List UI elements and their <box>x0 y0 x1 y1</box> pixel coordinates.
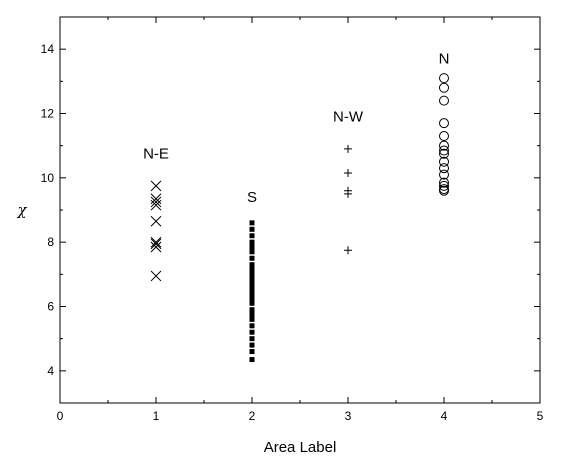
data-point-circle-marker <box>439 131 449 142</box>
data-point-circle-marker <box>439 82 449 93</box>
data-point-square-marker <box>249 262 255 268</box>
x-tick-label: 2 <box>249 409 256 423</box>
annotation-label: N-W <box>333 109 364 126</box>
series-s <box>249 220 255 363</box>
data-point-x-marker <box>150 215 162 227</box>
data-point-plus-marker <box>344 246 352 255</box>
data-point-square-marker <box>249 255 255 261</box>
annotation-label: N-E <box>143 146 169 163</box>
data-point-circle-marker <box>439 95 449 106</box>
data-point-square-marker <box>249 357 255 363</box>
y-tick-label: 4 <box>47 364 54 378</box>
data-point-square-marker <box>249 336 255 342</box>
data-point-x-marker <box>150 236 162 248</box>
data-point-square-marker <box>249 316 255 322</box>
data-point-square-marker <box>249 349 255 355</box>
data-point-square-marker <box>249 287 255 293</box>
data-point-square-marker <box>249 294 255 300</box>
annotation-label: N <box>439 51 450 68</box>
data-point-square-marker <box>249 297 255 303</box>
data-point-x-marker <box>150 241 162 253</box>
data-point-circle-marker <box>439 185 449 196</box>
data-point-square-marker <box>249 249 255 255</box>
data-point-circle-marker <box>439 118 449 129</box>
data-point-square-marker <box>249 329 255 335</box>
y-tick-label: 10 <box>41 171 55 185</box>
data-point-circle-marker <box>439 180 449 191</box>
y-tick-label: 12 <box>41 107 55 121</box>
data-point-square-marker <box>249 275 255 281</box>
data-point-circle-marker <box>439 169 449 180</box>
annotation-label: S <box>247 189 257 206</box>
data-point-square-marker <box>249 284 255 290</box>
data-point-circle-marker <box>439 177 449 188</box>
data-point-x-marker <box>150 199 162 211</box>
data-point-square-marker <box>249 278 255 284</box>
x-tick-label: 0 <box>57 409 64 423</box>
data-point-square-marker <box>249 239 255 245</box>
y-axis-label: χ <box>16 201 27 219</box>
data-point-square-marker <box>249 267 255 273</box>
data-point-square-marker <box>249 342 255 348</box>
y-tick-label: 6 <box>47 300 54 314</box>
data-point-square-marker <box>249 323 255 329</box>
data-point-square-marker <box>249 226 255 232</box>
data-point-square-marker <box>249 300 255 306</box>
data-point-plus-marker <box>344 169 352 178</box>
x-tick-label: 5 <box>537 409 544 423</box>
data-point-x-marker <box>150 180 162 192</box>
x-tick-label: 1 <box>153 409 160 423</box>
data-point-square-marker <box>249 233 255 239</box>
x-tick-label: 4 <box>441 409 448 423</box>
data-point-circle-marker <box>439 156 449 167</box>
data-point-x-marker <box>150 196 162 208</box>
data-point-square-marker <box>249 312 255 318</box>
x-tick-label: 3 <box>345 409 352 423</box>
data-point-square-marker <box>249 220 255 226</box>
series-n-e <box>150 180 162 282</box>
data-point-square-marker <box>249 291 255 297</box>
data-point-square-marker <box>249 244 255 250</box>
data-point-plus-marker <box>344 189 352 198</box>
plot-frame <box>59 16 541 404</box>
axis-ticks <box>59 16 541 404</box>
data-point-x-marker <box>150 238 162 250</box>
series-n <box>439 73 449 196</box>
x-axis-label: Area Label <box>264 439 337 456</box>
y-tick-label: 14 <box>41 42 55 56</box>
data-point-circle-marker <box>439 73 449 84</box>
data-point-circle-marker <box>439 145 449 156</box>
data-point-circle-marker <box>439 148 449 159</box>
data-point-square-marker <box>249 281 255 287</box>
data-point-plus-marker <box>344 144 352 153</box>
data-point-circle-marker <box>439 140 449 151</box>
area-annotations: N-E S N-W N <box>143 51 449 206</box>
series-n-w <box>344 144 352 255</box>
data-point-square-marker <box>249 271 255 277</box>
data-point-square-marker <box>249 307 255 313</box>
data-points <box>150 73 449 363</box>
y-tick-label: 8 <box>47 235 54 249</box>
data-point-circle-marker <box>439 163 449 174</box>
data-point-x-marker <box>150 270 162 282</box>
